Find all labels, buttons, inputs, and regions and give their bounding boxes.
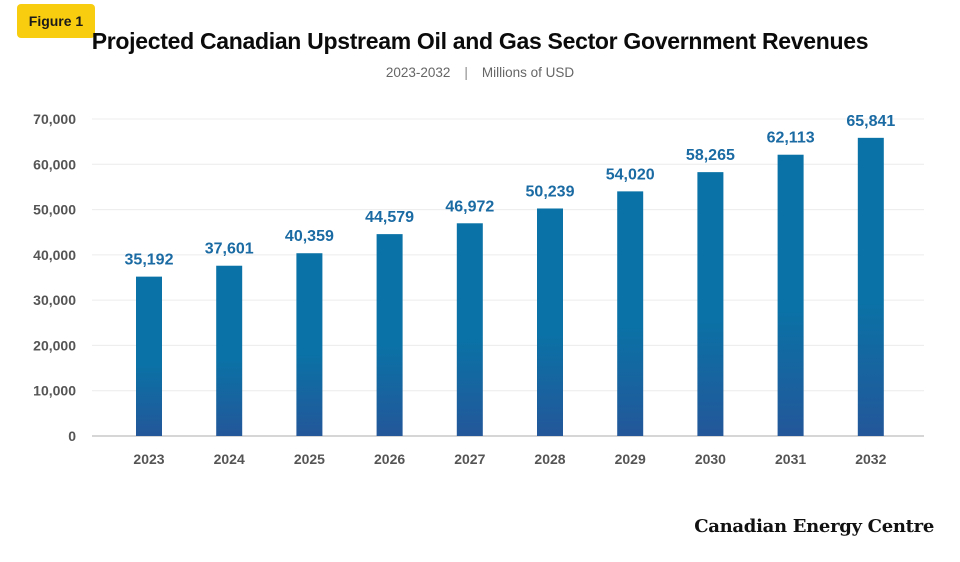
x-tick-label: 2032 [855,451,886,467]
y-tick-label: 10,000 [33,383,76,399]
bar-value-label: 62,113 [767,130,815,147]
bar [777,154,804,436]
x-tick-label: 2030 [695,451,726,467]
bar [136,276,162,436]
bar-value-label: 44,579 [365,209,414,226]
x-tick-label: 2031 [775,451,806,467]
data-labels: 35,192 37,601 40,359 44,579 46,972 50,239 54,0… [125,113,896,269]
x-tick-label: 2025 [294,451,325,467]
x-tick-label: 2029 [615,451,646,467]
brand-logo-text: Canadian Energy Centre [694,516,934,537]
bar-value-label: 46,972 [445,198,494,215]
x-axis-ticks: 2023 2024 2025 2026 2027 2028 2029 2030 2031 2032 [133,451,886,467]
subtitle-separator: | [464,65,468,80]
bar-value-label: 58,265 [686,147,735,164]
bar-value-label: 54,020 [606,166,655,183]
bar-value-label: 50,239 [526,183,575,200]
bar [857,137,884,436]
y-tick-label: 20,000 [33,337,76,353]
bar-value-label: 35,192 [125,252,174,269]
bar-value-label: 37,601 [205,241,254,258]
y-tick-label: 30,000 [33,292,76,308]
x-tick-label: 2026 [374,451,405,467]
figure-badge: Figure 1 [17,4,95,38]
y-tick-label: 0 [68,428,76,444]
subtitle-range: 2023-2032 [385,65,451,80]
bar [537,208,563,436]
y-tick-label: 60,000 [33,156,76,172]
x-tick-label: 2023 [133,451,164,467]
x-tick-label: 2027 [454,451,485,467]
x-tick-label: 2024 [214,451,245,467]
chart-title: Projected Canadian Upstream Oil and Gas … [91,28,869,54]
bar [216,265,243,436]
bar [376,234,403,436]
bar [697,172,724,436]
bars [136,137,884,436]
subtitle-units: Millions of USD [481,65,575,80]
bar-value-label: 40,359 [285,228,334,245]
x-tick-label: 2028 [534,451,565,467]
y-tick-label: 40,000 [33,247,76,263]
bar [456,223,483,436]
bar [296,253,323,436]
chart-subtitle: 2023-2032 | Millions of USD [0,65,960,80]
y-tick-label: 70,000 [33,111,76,127]
y-axis-ticks: 0 10,000 20,000 30,000 40,000 50,000 60,000 70,… [33,111,76,444]
y-tick-label: 50,000 [33,202,76,218]
bar-value-label: 65,841 [846,113,895,130]
bar [617,191,644,436]
